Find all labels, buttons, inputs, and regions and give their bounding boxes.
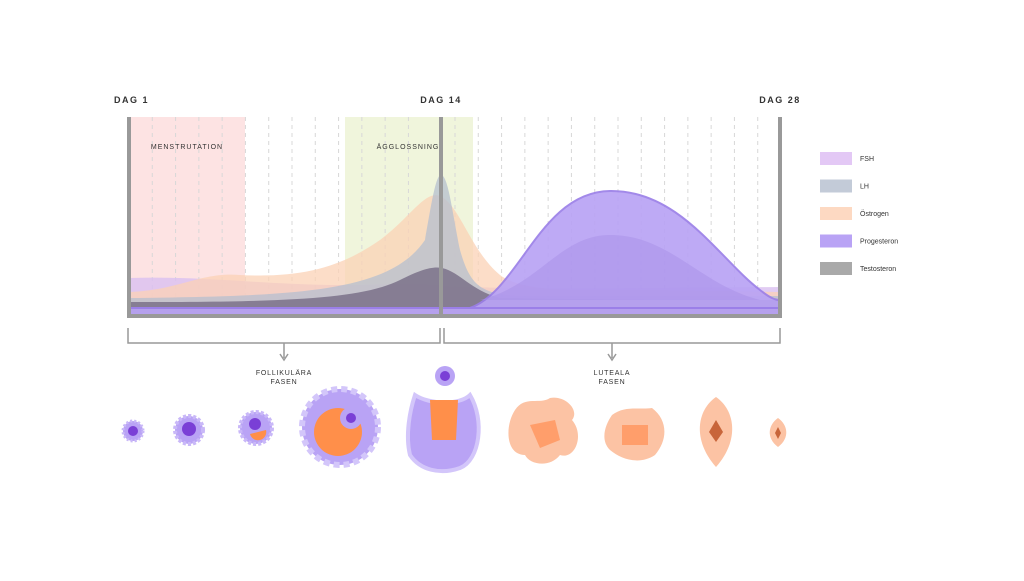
phase-label: FOLLIKULÄRA	[256, 369, 312, 377]
legend-label: Progesteron	[860, 239, 898, 246]
legend-label: LH	[860, 184, 869, 191]
band-label: ÄGGLOSSNING	[377, 143, 440, 151]
base-line	[127, 314, 782, 318]
legend-label: FSH	[860, 156, 874, 163]
day28-line	[778, 117, 782, 317]
legend-label: Östrogen	[860, 210, 889, 218]
day1-line	[127, 117, 131, 317]
legend-swatch	[820, 179, 852, 193]
legend-swatch	[820, 152, 852, 165]
day-label: DAG 28	[759, 95, 801, 105]
day-label: DAG 1	[114, 95, 149, 105]
follicles	[121, 366, 787, 474]
day14-line	[439, 117, 443, 317]
phase-label: LUTEALA	[594, 370, 631, 377]
lh-curve	[130, 175, 780, 315]
progesterone-inner	[480, 235, 760, 300]
brackets	[127, 328, 781, 362]
band-label: MENSTRUTATION	[151, 144, 223, 151]
legend-swatch	[820, 234, 852, 248]
legend-label: Testosteron	[860, 266, 896, 273]
day-label: DAG 14	[420, 95, 462, 105]
legend-swatch	[820, 262, 852, 275]
phase-label: FASEN	[271, 379, 298, 386]
legend-swatch	[820, 207, 852, 220]
phase-label: FASEN	[599, 379, 626, 386]
